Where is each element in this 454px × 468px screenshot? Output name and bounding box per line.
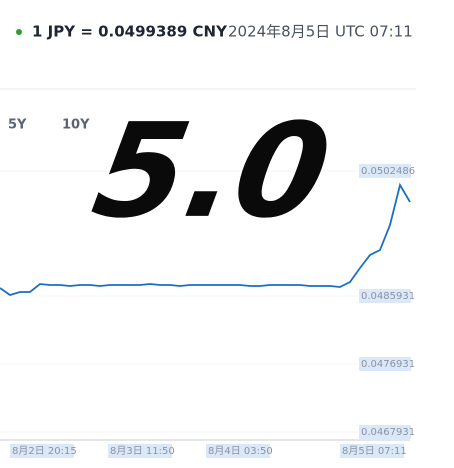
- tick-highlight: [359, 424, 411, 439]
- x-tick-label: 8月5日 07:11: [342, 445, 407, 457]
- x-tick-label: 8月2日 20:15: [12, 445, 77, 457]
- range-button[interactable]: 10Y: [62, 118, 90, 133]
- status-dot: [16, 29, 22, 35]
- tick-highlight: [359, 163, 411, 178]
- tick-highlight: [206, 444, 270, 458]
- y-tick-label: 0.0485931: [361, 291, 415, 302]
- y-tick-label: 0.0467931: [361, 427, 415, 438]
- tick-highlight: [10, 444, 74, 458]
- timestamp: 2024年8月5日 UTC 07:11: [228, 23, 413, 41]
- y-tick-label: 0.0476931: [361, 359, 415, 370]
- x-tick-label: 8月3日 11:50: [110, 445, 175, 457]
- x-tick-label: 8月4日 03:50: [208, 445, 273, 457]
- watermark: 5.0: [84, 95, 341, 247]
- tick-highlight: [359, 356, 411, 371]
- price-line: [0, 182, 411, 296]
- y-tick-label: 0.0502486: [361, 166, 415, 177]
- rate: 1 JPY = 0.0499389 CNY: [32, 23, 228, 41]
- tick-highlight: [340, 444, 404, 458]
- tick-highlight: [359, 288, 411, 303]
- tick-highlight: [108, 444, 172, 458]
- range-button[interactable]: 5Y: [8, 118, 27, 133]
